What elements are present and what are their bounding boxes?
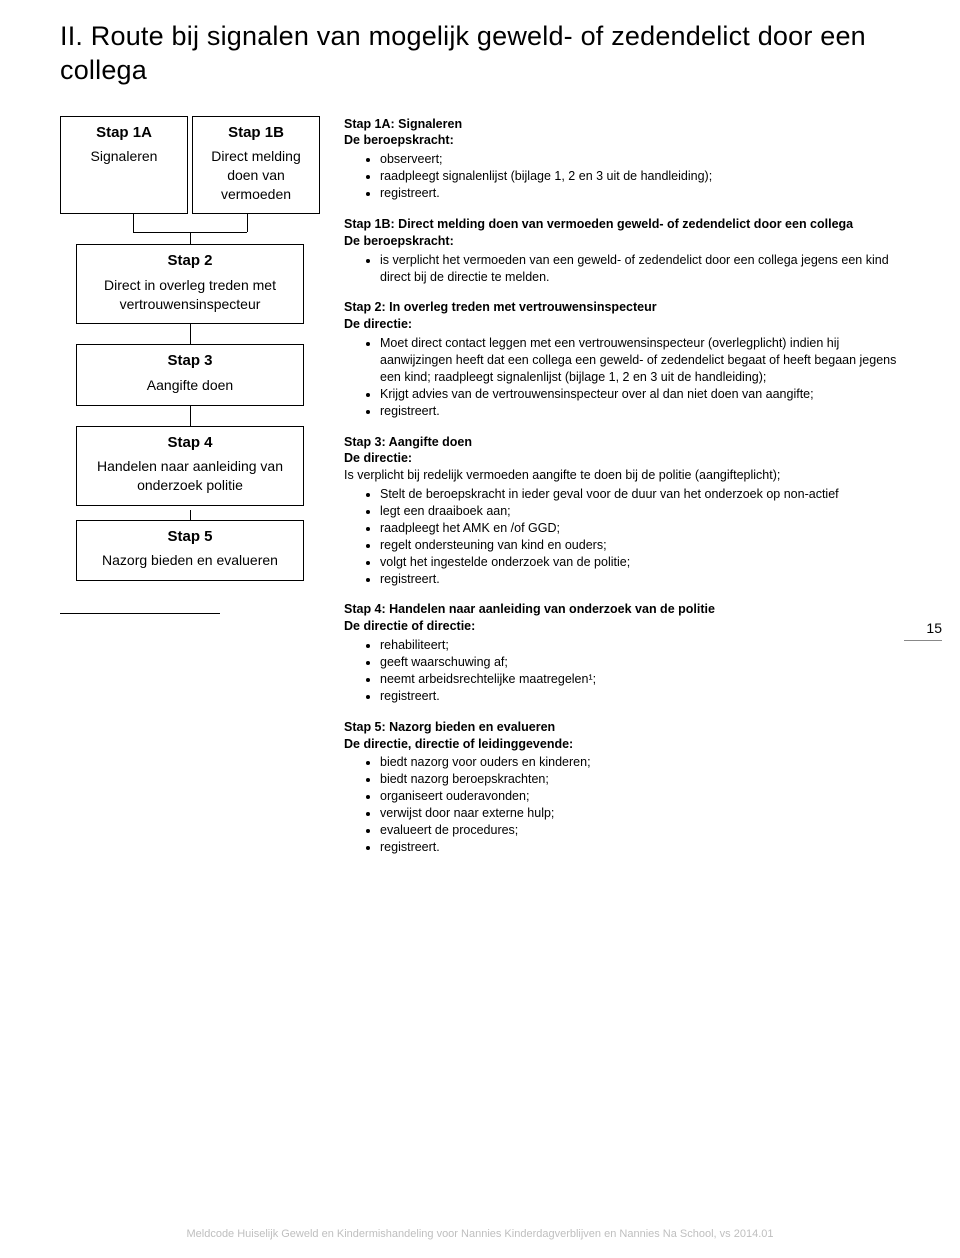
bullet-list: Stelt de beroepskracht in ieder geval vo… [344,486,900,587]
page-title: II. Route bij signalen van mogelijk gewe… [60,20,900,88]
section-3: Stap 3: Aangifte doen De directie: Is ve… [344,434,900,588]
flow-split-row: Stap 1A Signaleren Stap 1B Direct meldin… [60,116,320,215]
bullet-list: observeert; raadpleegt signalenlijst (bi… [344,151,900,202]
flow-box-title: Stap 3 [85,351,296,371]
sec-subheading: De directie: [344,450,900,467]
list-item: verwijst door naar externe hulp; [380,805,900,822]
flow-box-1b: Stap 1B Direct melding doen van vermoede… [192,116,320,215]
list-item: registreert. [380,688,900,705]
flow-box-4: Stap 4 Handelen naar aanleiding van onde… [76,426,305,506]
sec-heading: Stap 4: Handelen naar aanleiding van ond… [344,602,715,616]
flowchart-column: Stap 1A Signaleren Stap 1B Direct meldin… [60,116,320,870]
content-row: Stap 1A Signaleren Stap 1B Direct meldin… [60,116,900,870]
list-item: evalueert de procedures; [380,822,900,839]
list-item: is verplicht het vermoeden van een gewel… [380,252,900,286]
flow-box-5: Stap 5 Nazorg bieden en evalueren [76,520,305,581]
flow-box-2: Stap 2 Direct in overleg treden met vert… [76,244,305,324]
flow-connector [190,510,191,520]
sec-paragraph: Is verplicht bij redelijk vermoeden aang… [344,467,900,484]
list-item: raadpleegt signalenlijst (bijlage 1, 2 e… [380,168,900,185]
flow-box-title: Stap 2 [85,251,296,271]
flow-box-desc: Signaleren [69,147,179,166]
list-item: regelt ondersteuning van kind en ouders; [380,537,900,554]
list-item: geeft waarschuwing af; [380,654,900,671]
list-item: registreert. [380,403,900,420]
bullet-list: is verplicht het vermoeden van een gewel… [344,252,900,286]
list-item: rehabiliteert; [380,637,900,654]
sec-subheading: De directie, directie of leidinggevende: [344,736,900,753]
flow-box-title: Stap 4 [85,433,296,453]
flow-box-3: Stap 3 Aangifte doen [76,344,305,405]
flow-merge-connector [76,224,305,244]
sec-subheading: De directie of directie: [344,618,900,635]
list-item: registreert. [380,185,900,202]
section-2: Stap 2: In overleg treden met vertrouwen… [344,299,900,419]
list-item: registreert. [380,839,900,856]
section-4: Stap 4: Handelen naar aanleiding van ond… [344,601,900,704]
flow-box-title: Stap 1B [201,123,311,143]
sec-subheading: De beroepskracht: [344,132,900,149]
page-number-value: 15 [926,620,942,636]
flow-box-desc: Direct melding doen van vermoeden [201,147,311,204]
list-item: observeert; [380,151,900,168]
flow-box-title: Stap 5 [85,527,296,547]
sec-heading: Stap 2: In overleg treden met vertrouwen… [344,300,657,314]
section-5: Stap 5: Nazorg bieden en evalueren De di… [344,719,900,856]
list-item: volgt het ingestelde onderzoek van de po… [380,554,900,571]
footer-text: Meldcode Huiselijk Geweld en Kindermisha… [0,1228,960,1240]
flow-box-desc: Handelen naar aanleiding van onderzoek p… [85,457,296,495]
flow-connector [190,406,191,426]
bullet-list: biedt nazorg voor ouders en kinderen; bi… [344,754,900,855]
bullet-list: Moet direct contact leggen met een vertr… [344,335,900,419]
flow-box-desc: Nazorg bieden en evalueren [85,551,296,570]
footnote-rule [60,613,220,614]
page-number: 15 [904,620,942,641]
sec-heading: Stap 1B: Direct melding doen van vermoed… [344,217,853,231]
sec-subheading: De directie: [344,316,900,333]
list-item: registreert. [380,571,900,588]
flow-box-1a: Stap 1A Signaleren [60,116,188,215]
list-item: biedt nazorg beroepskrachten; [380,771,900,788]
flow-box-desc: Direct in overleg treden met vertrouwens… [85,276,296,314]
explanation-column: Stap 1A: Signaleren De beroepskracht: ob… [344,116,900,870]
sec-heading: Stap 5: Nazorg bieden en evalueren [344,720,555,734]
list-item: raadpleegt het AMK en /of GGD; [380,520,900,537]
list-item: organiseert ouderavonden; [380,788,900,805]
list-item: legt een draaiboek aan; [380,503,900,520]
section-1b: Stap 1B: Direct melding doen van vermoed… [344,216,900,286]
list-item: Moet direct contact leggen met een vertr… [380,335,900,386]
list-item: neemt arbeidsrechtelijke maatregelen¹; [380,671,900,688]
sec-heading: Stap 1A: Signaleren [344,117,462,131]
list-item: biedt nazorg voor ouders en kinderen; [380,754,900,771]
section-1a: Stap 1A: Signaleren De beroepskracht: ob… [344,116,900,202]
flow-connector [190,324,191,344]
sec-heading: Stap 3: Aangifte doen [344,435,472,449]
list-item: Krijgt advies van de vertrouwensinspecte… [380,386,900,403]
sec-subheading: De beroepskracht: [344,233,900,250]
list-item: Stelt de beroepskracht in ieder geval vo… [380,486,900,503]
page-number-rule [904,640,942,641]
flow-box-desc: Aangifte doen [85,376,296,395]
bullet-list: rehabiliteert; geeft waarschuwing af; ne… [344,637,900,705]
flow-box-title: Stap 1A [69,123,179,143]
